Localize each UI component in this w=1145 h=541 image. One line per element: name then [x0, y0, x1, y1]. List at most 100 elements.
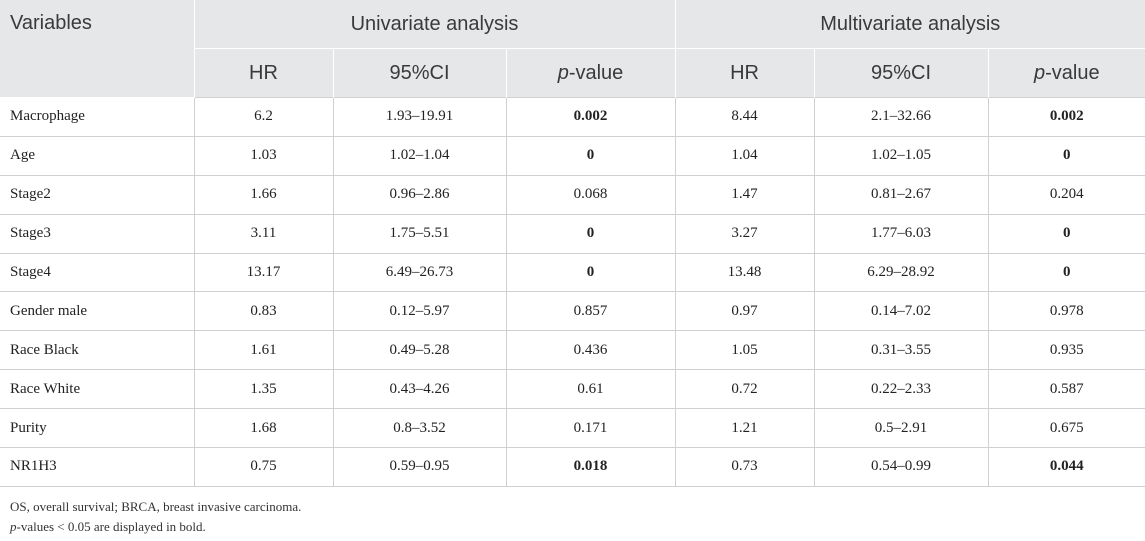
cell-multivariate-hr: 1.21: [675, 408, 815, 449]
table-row: Race Black 1.61 0.49–5.28 0.436 1.05 0.3…: [0, 330, 1145, 371]
cell-univariate-ci: 0.12–5.97: [333, 291, 507, 332]
header-univariate-hr: HR: [194, 48, 334, 98]
cell-variable: NR1H3: [0, 447, 195, 487]
table-row: NR1H3 0.75 0.59–0.95 0.018 0.73 0.54–0.9…: [0, 447, 1145, 487]
cell-multivariate-ci: 0.14–7.02: [814, 291, 989, 332]
cell-variable: Purity: [0, 408, 195, 449]
cell-multivariate-hr: 1.47: [675, 175, 815, 215]
header-variables: Variables: [0, 0, 195, 98]
cell-univariate-ci: 0.59–0.95: [333, 447, 507, 487]
table-row: Macrophage 6.2 1.93–19.91 0.002 8.44 2.1…: [0, 97, 1145, 137]
cell-univariate-ci: 0.8–3.52: [333, 408, 507, 449]
cell-multivariate-p: 0.204: [988, 175, 1145, 215]
cell-univariate-hr: 1.03: [194, 136, 334, 176]
cell-univariate-ci: 1.75–5.51: [333, 214, 507, 254]
cell-multivariate-p: 0: [988, 253, 1145, 293]
cell-univariate-p: 0.018: [506, 447, 676, 487]
cell-multivariate-hr: 8.44: [675, 97, 815, 137]
cell-variable: Macrophage: [0, 97, 195, 137]
header-multivariate: Multivariate analysis: [675, 0, 1145, 49]
cell-multivariate-ci: 0.81–2.67: [814, 175, 989, 215]
cell-multivariate-hr: 13.48: [675, 253, 815, 293]
cell-multivariate-hr: 3.27: [675, 214, 815, 254]
cell-multivariate-p: 0: [988, 136, 1145, 176]
cell-multivariate-ci: 0.31–3.55: [814, 330, 989, 371]
cell-multivariate-p: 0.587: [988, 369, 1145, 410]
cell-multivariate-hr: 0.73: [675, 447, 815, 487]
cell-univariate-ci: 1.02–1.04: [333, 136, 507, 176]
cell-univariate-p: 0.61: [506, 369, 676, 410]
cell-variable: Gender male: [0, 291, 195, 332]
cell-univariate-hr: 6.2: [194, 97, 334, 137]
footnote-p-italic: p: [10, 518, 17, 534]
cell-univariate-ci: 0.43–4.26: [333, 369, 507, 410]
header-multivariate-ci: 95%CI: [814, 48, 989, 98]
cell-univariate-ci: 0.49–5.28: [333, 330, 507, 371]
cell-variable: Stage3: [0, 214, 195, 254]
cell-multivariate-hr: 1.04: [675, 136, 815, 176]
cell-univariate-p: 0: [506, 136, 676, 176]
cell-multivariate-ci: 1.77–6.03: [814, 214, 989, 254]
cell-univariate-hr: 3.11: [194, 214, 334, 254]
cell-univariate-p: 0.068: [506, 175, 676, 215]
cell-multivariate-p: 0.675: [988, 408, 1145, 449]
table-row: Gender male 0.83 0.12–5.97 0.857 0.97 0.…: [0, 291, 1145, 332]
table-row: Age 1.03 1.02–1.04 0 1.04 1.02–1.05 0: [0, 136, 1145, 176]
cell-multivariate-p: 0.044: [988, 447, 1145, 487]
cell-multivariate-ci: 2.1–32.66: [814, 97, 989, 137]
header-multivariate-pvalue: p-value: [988, 48, 1145, 98]
table-footnotes: OS, overall survival; BRCA, breast invas…: [0, 497, 1145, 537]
header-value-text: -value: [568, 61, 624, 84]
table-row: Stage4 13.17 6.49–26.73 0 13.48 6.29–28.…: [0, 253, 1145, 293]
cell-multivariate-p: 0.978: [988, 291, 1145, 332]
cox-regression-table: Variables Univariate analysis Multivaria…: [0, 0, 1145, 487]
cell-univariate-ci: 1.93–19.91: [333, 97, 507, 137]
cell-multivariate-hr: 0.97: [675, 291, 815, 332]
cell-variable: Stage2: [0, 175, 195, 215]
footnote-abbreviations: OS, overall survival; BRCA, breast invas…: [10, 498, 302, 514]
cell-multivariate-p: 0.002: [988, 97, 1145, 137]
cell-univariate-ci: 0.96–2.86: [333, 175, 507, 215]
cell-multivariate-p: 0: [988, 214, 1145, 254]
table-row: Race White 1.35 0.43–4.26 0.61 0.72 0.22…: [0, 369, 1145, 410]
footnote-bold-text: -values < 0.05 are displayed in bold.: [16, 518, 206, 534]
cell-univariate-ci: 6.49–26.73: [333, 253, 507, 293]
header-univariate: Univariate analysis: [194, 0, 676, 49]
header-p-italic: p: [1033, 61, 1046, 84]
cell-variable: Race Black: [0, 330, 195, 371]
cell-univariate-hr: 0.75: [194, 447, 334, 487]
cell-univariate-hr: 1.35: [194, 369, 334, 410]
cell-multivariate-p: 0.935: [988, 330, 1145, 371]
table-row: Stage3 3.11 1.75–5.51 0 3.27 1.77–6.03 0: [0, 214, 1145, 254]
cell-multivariate-hr: 1.05: [675, 330, 815, 371]
cell-univariate-p: 0: [506, 214, 676, 254]
cell-multivariate-ci: 6.29–28.92: [814, 253, 989, 293]
cell-multivariate-hr: 0.72: [675, 369, 815, 410]
cell-univariate-p: 0.436: [506, 330, 676, 371]
header-univariate-pvalue: p-value: [506, 48, 676, 98]
cell-multivariate-ci: 1.02–1.05: [814, 136, 989, 176]
table-row: Purity 1.68 0.8–3.52 0.171 1.21 0.5–2.91…: [0, 408, 1145, 449]
cell-univariate-p: 0.857: [506, 291, 676, 332]
footnote-bold-note: p-values < 0.05 are displayed in bold.: [10, 517, 1145, 537]
cell-multivariate-ci: 0.22–2.33: [814, 369, 989, 410]
header-multivariate-hr: HR: [675, 48, 815, 98]
cell-univariate-hr: 1.66: [194, 175, 334, 215]
cell-multivariate-ci: 0.54–0.99: [814, 447, 989, 487]
header-univariate-ci: 95%CI: [333, 48, 507, 98]
cell-univariate-p: 0: [506, 253, 676, 293]
cell-variable: Age: [0, 136, 195, 176]
cell-univariate-hr: 1.68: [194, 408, 334, 449]
cell-multivariate-ci: 0.5–2.91: [814, 408, 989, 449]
cell-univariate-hr: 13.17: [194, 253, 334, 293]
header-p-italic: p: [557, 61, 569, 84]
cell-variable: Race White: [0, 369, 195, 410]
cell-univariate-p: 0.171: [506, 408, 676, 449]
cell-variable: Stage4: [0, 253, 195, 293]
table-row: Stage2 1.66 0.96–2.86 0.068 1.47 0.81–2.…: [0, 175, 1145, 215]
cell-univariate-p: 0.002: [506, 97, 676, 137]
cell-univariate-hr: 1.61: [194, 330, 334, 371]
header-value-text: -value: [1045, 61, 1100, 84]
cell-univariate-hr: 0.83: [194, 291, 334, 332]
